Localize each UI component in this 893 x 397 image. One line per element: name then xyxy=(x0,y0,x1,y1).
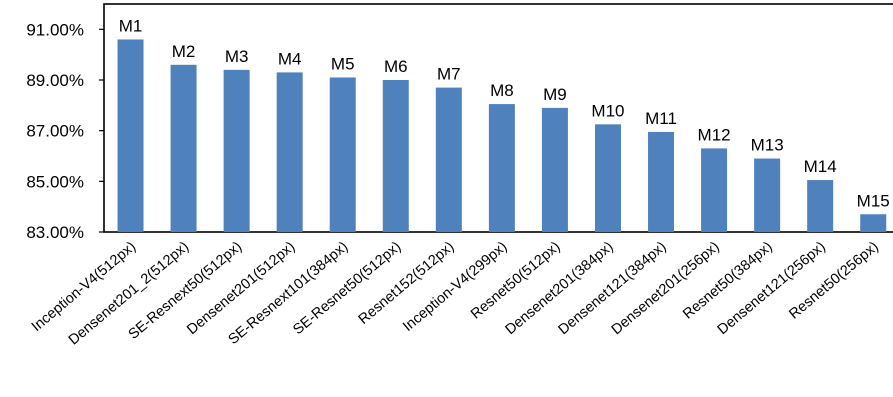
y-tick-label: 89.00% xyxy=(26,71,84,90)
bar xyxy=(648,131,675,232)
data-label: M11 xyxy=(645,109,677,128)
bar xyxy=(329,77,356,232)
bar xyxy=(754,158,781,232)
data-label: M6 xyxy=(384,57,408,76)
data-label: M10 xyxy=(591,101,624,120)
bar xyxy=(170,64,197,232)
bar xyxy=(276,72,303,233)
data-label: M12 xyxy=(698,125,731,144)
data-label: M9 xyxy=(543,85,567,104)
data-label: M5 xyxy=(331,54,355,73)
x-category-label: Resnet50(512px) xyxy=(468,239,564,323)
bar xyxy=(701,148,728,232)
bar xyxy=(541,107,568,232)
bar xyxy=(488,104,515,232)
y-tick-label: 87.00% xyxy=(26,122,84,141)
x-axis: Inception-V4(512px)Densenet201_2(512px)S… xyxy=(29,239,882,349)
data-label: M7 xyxy=(437,65,461,84)
data-label: M3 xyxy=(225,47,249,66)
data-label: M2 xyxy=(172,42,196,61)
x-category-label: Resnet50(256px) xyxy=(786,239,882,323)
bar xyxy=(117,39,144,232)
data-label: M8 xyxy=(490,81,514,100)
y-axis: 83.00% 85.00% 87.00% 89.00% 91.00% xyxy=(26,20,104,242)
bar xyxy=(223,69,250,232)
bar xyxy=(435,87,462,232)
data-label: M1 xyxy=(119,16,143,35)
bar xyxy=(382,80,409,232)
data-label: M13 xyxy=(751,136,784,155)
data-labels-group: M1 M2 M3 M4 M5 M6 M7 M8 M9 M10 M11 M12 M13 M14 M15 xyxy=(119,16,890,210)
bar xyxy=(807,180,834,232)
data-label: M14 xyxy=(804,157,837,176)
y-tick-label: 85.00% xyxy=(26,172,84,191)
data-label: M15 xyxy=(857,191,890,210)
x-category-label: Resnet50(384px) xyxy=(680,239,776,323)
y-tick-label: 91.00% xyxy=(26,20,84,39)
data-label: M4 xyxy=(278,49,302,68)
bar xyxy=(594,124,621,232)
bars-group xyxy=(117,39,887,233)
x-category-label: Inception-V4(299px) xyxy=(400,239,510,335)
bar xyxy=(860,214,887,232)
y-tick-label: 83.00% xyxy=(26,223,84,242)
x-category-label: Resnet152(512px) xyxy=(356,239,458,328)
